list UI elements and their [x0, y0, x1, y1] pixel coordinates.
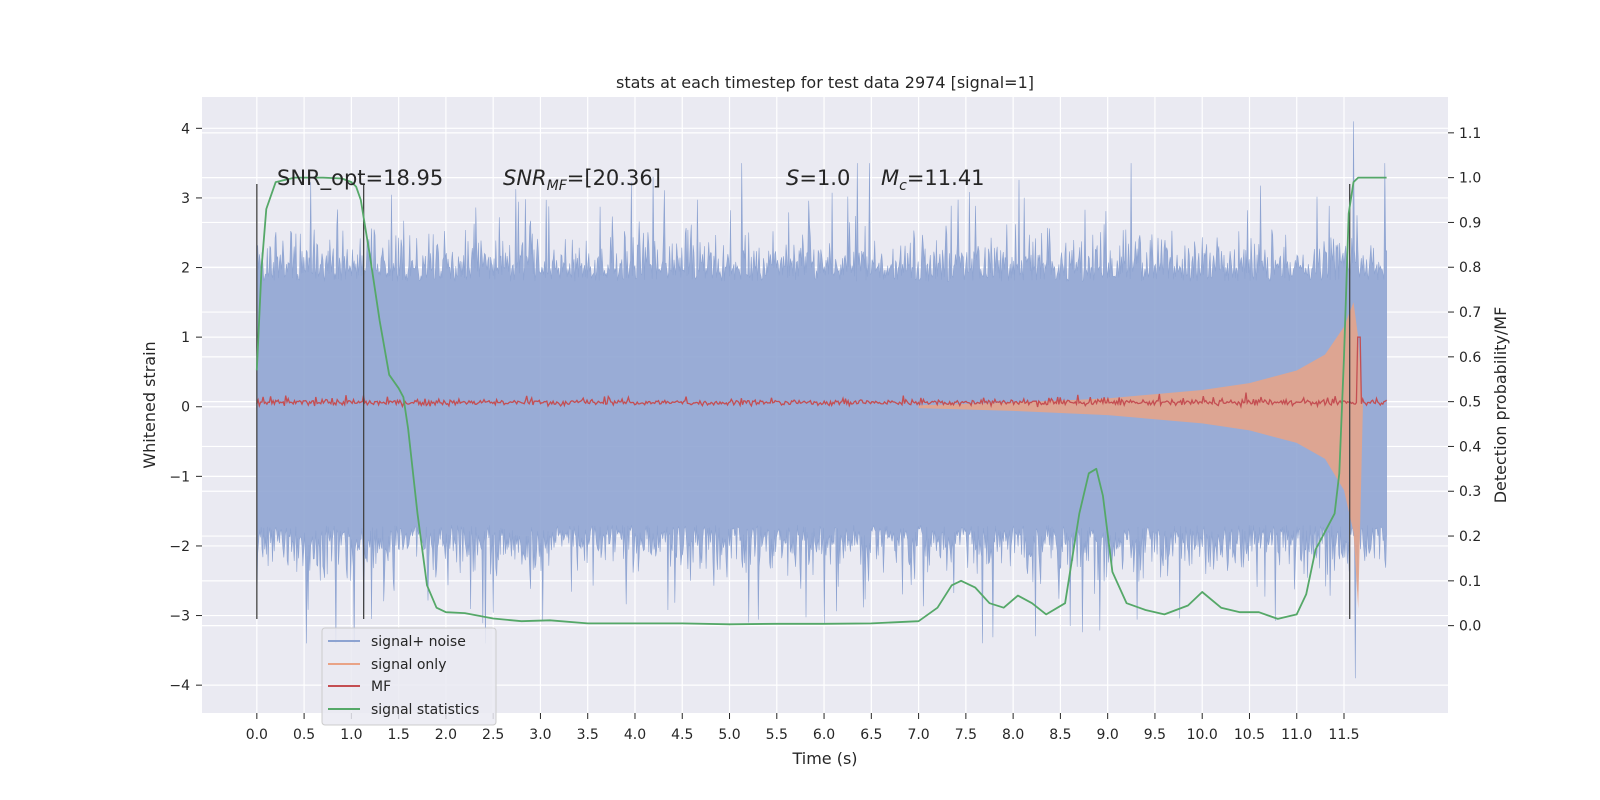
s-name: S [786, 166, 799, 190]
legend-label-signal-only: signal only [371, 657, 446, 673]
x-tick-label: 6.0 [813, 727, 835, 743]
x-tick-label: 11.5 [1328, 727, 1359, 743]
mc-annotation: Mc=11.41 [881, 166, 985, 194]
x-tick-label: 7.0 [907, 727, 929, 743]
y2-tick-label: 0.2 [1459, 529, 1481, 545]
x-tick-label: 8.0 [1002, 727, 1024, 743]
x-tick-label: 8.5 [1049, 727, 1071, 743]
chart-title: stats at each timestep for test data 297… [616, 73, 1034, 92]
s-value: =1.0 [799, 166, 850, 190]
snr-opt-annotation: SNR_opt=18.95 [277, 166, 443, 191]
y2-axis-label: Detection probability/MF [1491, 307, 1510, 504]
mc-subscript: c [899, 178, 907, 194]
signal-noise-envelope [256, 121, 1387, 679]
y2-tick-label: 0.9 [1459, 215, 1481, 231]
x-tick-label: 2.5 [482, 727, 504, 743]
legend-label-signal-noise: signal+ noise [371, 634, 466, 650]
snr-mf-subscript: MF [547, 178, 568, 194]
y-tick-label: 4 [181, 121, 190, 137]
x-tick-label: 11.0 [1281, 727, 1312, 743]
y2-axis-ticks: 0.0 0.1 0.2 0.3 0.4 0.5 0.6 0.7 0.8 0.9 1.0 1.1 [1448, 126, 1481, 635]
y2-tick-label: 0.3 [1459, 484, 1481, 500]
x-tick-label: 0.5 [293, 727, 315, 743]
snr-mf-name: SNR [503, 166, 547, 190]
x-tick-label: 3.5 [577, 727, 599, 743]
y-tick-label: −1 [169, 469, 190, 485]
x-tick-label: 2.0 [435, 727, 457, 743]
y2-tick-label: 1.0 [1459, 171, 1481, 187]
snr-mf-annotation: SNRMF=[20.36] [503, 166, 661, 194]
y-tick-label: 2 [181, 261, 190, 277]
signal-noise-series [256, 121, 1387, 679]
y-tick-label: 3 [181, 191, 190, 207]
x-tick-label: 9.0 [1097, 727, 1119, 743]
legend-label-mf: MF [371, 679, 391, 695]
x-tick-label: 5.0 [718, 727, 740, 743]
legend-box [321, 627, 497, 726]
x-tick-label: 3.0 [529, 727, 551, 743]
y-tick-label: −3 [169, 609, 190, 625]
y-tick-label: 1 [181, 330, 190, 346]
mf-series [256, 336, 1388, 409]
x-tick-label: 9.5 [1144, 727, 1166, 743]
y2-tick-label: 0.0 [1459, 619, 1481, 635]
y2-tick-label: 0.5 [1459, 395, 1481, 411]
mf-line [256, 336, 1388, 409]
snr-mf-value: =[20.36] [567, 166, 661, 190]
signal-statistics-series [255, 176, 1387, 626]
y2-tick-label: 0.8 [1459, 260, 1481, 276]
x-tick-label: 4.0 [624, 727, 646, 743]
signal-statistics-line [255, 176, 1387, 626]
y-axis-ticks: −4 −3 −2 −1 0 1 2 3 4 [169, 121, 202, 694]
y2-tick-label: 1.1 [1459, 126, 1481, 142]
x-axis-label: Time (s) [791, 749, 857, 768]
y-axis-label: Whitened strain [140, 341, 159, 468]
x-axis-ticks: 0.0 0.5 1.0 1.5 2.0 2.5 3.0 3.5 4.0 4.5 5.0 5.5 6.0 6… [246, 713, 1360, 743]
y2-tick-label: 0.4 [1459, 439, 1481, 455]
x-tick-label: 10.5 [1234, 727, 1265, 743]
x-tick-label: 4.5 [671, 727, 693, 743]
x-tick-label: 5.5 [766, 727, 788, 743]
y2-tick-label: 0.6 [1459, 350, 1481, 366]
mc-name: M [881, 166, 899, 190]
y-tick-label: 0 [181, 400, 190, 416]
legend-label-signal-statistics: signal statistics [371, 702, 479, 718]
mc-value: =11.41 [907, 166, 985, 190]
s-annotation: S=1.0 [786, 166, 850, 190]
x-tick-label: 0.0 [246, 727, 268, 743]
x-tick-label: 1.0 [340, 727, 362, 743]
x-tick-label: 10.0 [1187, 727, 1218, 743]
y-tick-label: −2 [169, 539, 190, 555]
x-tick-label: 1.5 [388, 727, 410, 743]
y-tick-label: −4 [169, 678, 190, 694]
y2-tick-label: 0.7 [1459, 305, 1481, 321]
x-tick-label: 7.5 [955, 727, 977, 743]
vertical-markers [256, 184, 1351, 620]
legend: signal+ noise signal only MF signal stat… [321, 627, 497, 726]
y2-tick-label: 0.1 [1459, 574, 1481, 590]
x-tick-label: 6.5 [860, 727, 882, 743]
